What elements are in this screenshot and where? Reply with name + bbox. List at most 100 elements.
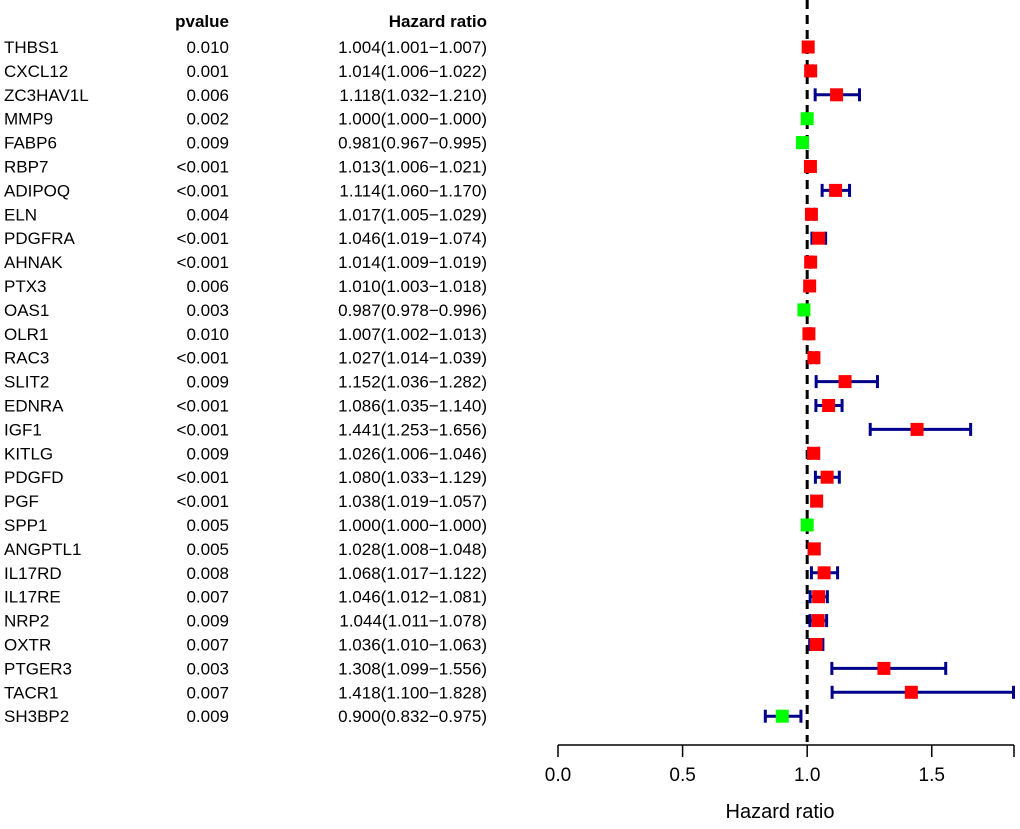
gene-label: PTX3	[4, 277, 47, 296]
hazard-ratio-header: Hazard ratio	[389, 12, 487, 31]
pvalue-cell: 0.009	[186, 134, 229, 153]
gene-label: RAC3	[4, 349, 49, 368]
hazard-ratio-cell: 1.080(1.033−1.129)	[338, 468, 487, 487]
hazard-ratio-cell: 1.114(1.060−1.170)	[339, 181, 487, 200]
hazard-ratio-cell: 0.987(0.978−0.996)	[338, 301, 487, 320]
point-estimate	[910, 422, 924, 436]
gene-label: KITLG	[4, 444, 53, 463]
gene-label: ELN	[4, 205, 37, 224]
gene-label: ADIPOQ	[4, 181, 70, 200]
point-estimate	[822, 399, 836, 412]
pvalue-cell: 0.002	[186, 110, 229, 129]
gene-label: IGF1	[4, 420, 42, 439]
hazard-ratio-cell: 1.000(1.000−1.000)	[338, 516, 487, 535]
pvalue-cell: 0.009	[186, 373, 229, 392]
point-estimate	[820, 470, 834, 484]
gene-label: ZC3HAV1L	[4, 86, 89, 105]
hazard-ratio-cell: 1.036(1.010−1.063)	[338, 636, 487, 655]
hazard-ratio-cell: 1.007(1.002−1.013)	[338, 325, 487, 344]
hazard-ratio-cell: 1.118(1.032−1.210)	[339, 86, 487, 105]
gene-label: SLIT2	[4, 373, 49, 392]
point-estimate	[810, 494, 824, 508]
point-estimate	[804, 64, 818, 78]
point-estimate	[817, 566, 831, 580]
gene-label: THBS1	[4, 38, 59, 57]
gene-label: OLR1	[4, 325, 48, 344]
x-axis: 0.0 0.5 1.0 1.5	[545, 744, 1015, 786]
hazard-ratio-cell: 1.017(1.005−1.029)	[338, 205, 487, 224]
point-estimate	[812, 590, 826, 604]
gene-label: AHNAK	[4, 253, 63, 272]
pvalue-cell: 0.009	[186, 707, 229, 726]
gene-label: OAS1	[4, 301, 49, 320]
pvalue-cell: 0.007	[186, 588, 229, 607]
pvalue-cell: 0.009	[186, 444, 229, 463]
pvalue-cell: 0.007	[186, 683, 229, 702]
hazard-ratio-cell: 1.028(1.008−1.048)	[338, 540, 487, 559]
gene-label: IL17RD	[4, 564, 62, 583]
point-estimate	[807, 351, 821, 365]
gene-label: SH3BP2	[4, 707, 69, 726]
hazard-ratio-cell: 1.046(1.012−1.081)	[338, 588, 487, 607]
gene-label: TACR1	[4, 683, 58, 702]
pvalue-cell: 0.001	[186, 62, 229, 81]
point-estimate	[904, 685, 918, 699]
point-estimate	[775, 709, 789, 723]
gene-label: OXTR	[4, 636, 51, 655]
pvalue-cell: <0.001	[177, 468, 229, 487]
gene-label: ANGPTL1	[4, 540, 81, 559]
x-tick-label: 1.5	[919, 765, 945, 786]
point-estimate	[811, 614, 825, 628]
hazard-ratio-cell: 1.068(1.017−1.122)	[338, 564, 487, 583]
gene-label: CXCL12	[4, 62, 68, 81]
gene-label: RBP7	[4, 158, 48, 177]
point-estimate	[804, 207, 818, 221]
point-estimate	[877, 661, 891, 675]
gene-label: IL17RE	[4, 588, 61, 607]
point-estimate	[809, 638, 823, 651]
hazard-ratio-cell: 0.981(0.967−0.995)	[338, 134, 487, 153]
pvalue-cell: 0.006	[186, 86, 229, 105]
point-estimate	[800, 112, 814, 126]
pvalue-cell: 0.007	[186, 636, 229, 655]
point-estimate	[795, 136, 809, 150]
hazard-ratio-cell: 1.152(1.036−1.282)	[338, 373, 487, 392]
ci-whisker	[830, 685, 1016, 699]
pvalue-cell: 0.010	[186, 325, 229, 344]
hazard-ratio-cell: 1.046(1.019−1.074)	[338, 229, 487, 248]
pvalue-cell: <0.001	[177, 420, 229, 439]
x-tick-label: 1.0	[794, 765, 820, 786]
point-estimate	[797, 303, 811, 317]
pvalue-cell: <0.001	[177, 492, 229, 511]
point-estimate	[807, 542, 821, 556]
pvalue-header: pvalue	[175, 12, 229, 31]
point-estimate	[830, 88, 844, 102]
hazard-ratio-cell: 1.038(1.019−1.057)	[338, 492, 487, 511]
hazard-ratio-cell: 1.004(1.001−1.007)	[338, 38, 487, 57]
gene-label: EDNRA	[4, 397, 64, 416]
gene-label: NRP2	[4, 612, 49, 631]
hazard-ratio-cell: 1.026(1.006−1.046)	[338, 444, 487, 463]
hazard-ratio-cell: 1.010(1.003−1.018)	[338, 277, 487, 296]
pvalue-cell: 0.005	[186, 516, 229, 535]
point-estimate	[812, 231, 826, 245]
gene-label: MMP9	[4, 110, 53, 129]
pvalue-cell: 0.008	[186, 564, 229, 583]
pvalue-cell: 0.004	[186, 205, 229, 224]
pvalue-cell: <0.001	[177, 158, 229, 177]
point-estimate	[803, 160, 817, 173]
point-estimate	[803, 279, 817, 293]
point-estimate	[829, 183, 843, 197]
gene-label: PDGFD	[4, 468, 64, 487]
forest-rows: THBS1 0.010 1.004(1.001−1.007) CXCL12 0.001 1…	[4, 38, 487, 726]
gene-label: PDGFRA	[4, 229, 76, 248]
hazard-ratio-cell: 1.013(1.006−1.021)	[338, 158, 487, 177]
hazard-ratio-cell: 1.441(1.253−1.656)	[338, 420, 487, 439]
point-estimate	[807, 446, 821, 460]
gene-label: SPP1	[4, 516, 47, 535]
x-axis-label: Hazard ratio	[726, 801, 835, 823]
point-estimate	[804, 255, 818, 269]
gene-label: PTGER3	[4, 659, 72, 678]
pvalue-cell: 0.010	[186, 38, 229, 57]
